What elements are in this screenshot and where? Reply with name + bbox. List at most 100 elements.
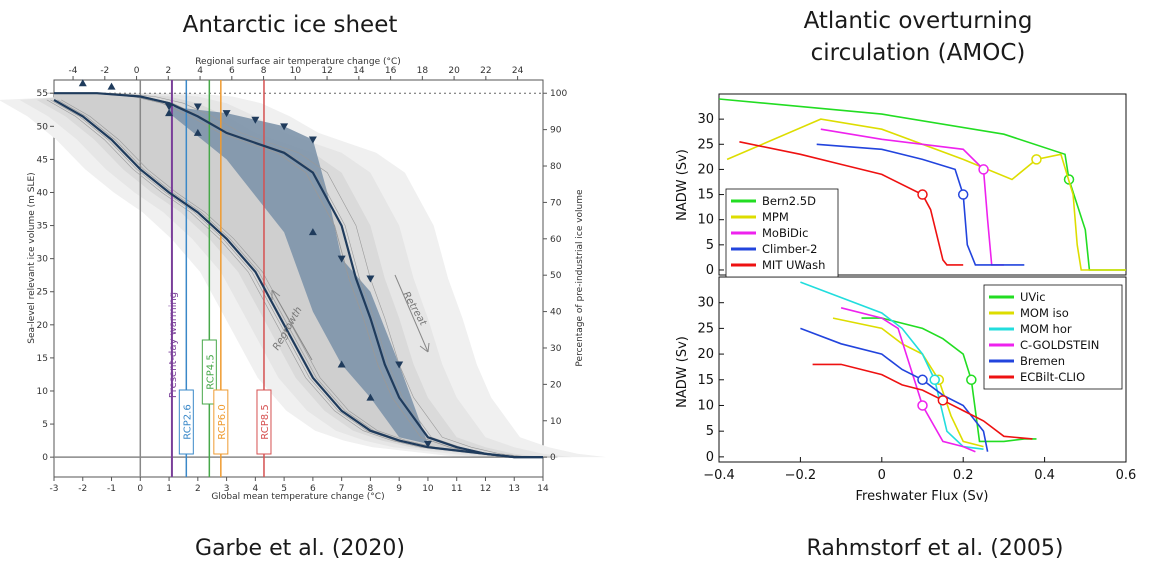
ice-y-tick-45: 45 bbox=[37, 155, 48, 165]
top-y-tick-30: 30 bbox=[697, 112, 714, 127]
amoc-bottom-y-label: NADW (Sv) bbox=[675, 336, 690, 408]
top-marker-MoBiDic bbox=[978, 164, 989, 175]
ice-y2-tick-90: 90 bbox=[550, 126, 562, 136]
ice-x2-tick--4: -4 bbox=[69, 66, 78, 76]
top-y-tick-15: 15 bbox=[697, 188, 714, 203]
marker-up-3 bbox=[193, 128, 202, 136]
ice-x-tick--2: -2 bbox=[78, 484, 87, 494]
ensemble-retreat-1 bbox=[47, 92, 537, 458]
ice-x-tick-5: 5 bbox=[281, 484, 287, 494]
ice-y-tick-20: 20 bbox=[37, 321, 49, 331]
ice-hysteresis-curves bbox=[53, 92, 543, 459]
top-y-tick-0: 0 bbox=[706, 263, 714, 278]
bottom-marker-ECBilt-CLIO bbox=[937, 395, 949, 406]
ice-x2-tick-10: 10 bbox=[290, 66, 302, 76]
scenario-label-RCP8.5: RCP8.5 bbox=[260, 404, 271, 439]
ice-x-tick-0: 0 bbox=[137, 484, 143, 494]
ice-axis-ticks: -3 -2 -1 0 1 2 3 4 5 6 7 8 9 10 11 12 13 14-4 -2 0 2 4 6 8 10 12 1… bbox=[37, 66, 568, 494]
x-tick-0: 0 bbox=[878, 468, 886, 483]
retreat-curve bbox=[54, 92, 543, 459]
ice-y-tick-40: 40 bbox=[37, 188, 49, 198]
bottom-line-UVic bbox=[861, 317, 1037, 443]
left-panel-title: Antarctic ice sheet bbox=[183, 12, 398, 38]
ice-x-tick-9: 9 bbox=[396, 484, 402, 494]
right-panel-title-line1: Atlantic overturning bbox=[804, 8, 1033, 34]
bottom-y-tick-5: 5 bbox=[706, 424, 714, 439]
marker-down-9 bbox=[423, 440, 432, 448]
x-tick-0.2: 0.2 bbox=[953, 468, 974, 483]
ice-y2-tick-70: 70 bbox=[550, 198, 562, 208]
ice-x-tick-8: 8 bbox=[368, 484, 374, 494]
ice-y-tick-25: 25 bbox=[37, 288, 48, 298]
ice-x-tick-10: 10 bbox=[422, 484, 434, 494]
ice-x-tick--1: -1 bbox=[107, 484, 116, 494]
top-y-tick-10: 10 bbox=[697, 213, 714, 228]
top-legend-label-Climber-2: Climber-2 bbox=[762, 242, 817, 256]
marker-down-4 bbox=[280, 123, 289, 131]
ensemble-retreat-3 bbox=[68, 92, 558, 458]
ice-y-tick-55: 55 bbox=[37, 89, 48, 99]
ice-y2-tick-60: 60 bbox=[550, 235, 562, 245]
ice-x2-tick--2: -2 bbox=[100, 66, 109, 76]
bottom-y-tick-25: 25 bbox=[697, 321, 714, 336]
top-marker-MIT UWash bbox=[917, 189, 928, 200]
marker-up-4 bbox=[308, 228, 317, 236]
bottom-line-C-GOLDSTEIN bbox=[840, 307, 976, 453]
amoc-x-axis-label: Freshwater Flux (Sv) bbox=[855, 489, 988, 504]
top-line-Bern2.5D bbox=[718, 98, 1126, 271]
bottom-legend-label-Bremen: Bremen bbox=[1020, 354, 1065, 368]
top-line-MoBiDic bbox=[820, 128, 1004, 266]
ice-x2-tick-4: 4 bbox=[197, 66, 203, 76]
bottom-y-tick-10: 10 bbox=[697, 398, 714, 413]
ice-x-tick-1: 1 bbox=[166, 484, 172, 494]
bottom-legend-box bbox=[983, 284, 1123, 390]
equilibrium-band bbox=[169, 106, 428, 444]
ice-x-tick-11: 11 bbox=[451, 484, 462, 494]
right-panel-title-line2: circulation (AMOC) bbox=[811, 40, 1026, 66]
marker-down-0 bbox=[165, 103, 174, 111]
ice-y2-tick-30: 30 bbox=[550, 344, 562, 354]
ice-x-tick-2: 2 bbox=[195, 484, 201, 494]
ice-x-tick-7: 7 bbox=[339, 484, 345, 494]
ice-x-tick-12: 12 bbox=[480, 484, 491, 494]
ice-x2-tick-16: 16 bbox=[385, 66, 397, 76]
ice-y-tick-30: 30 bbox=[37, 255, 49, 265]
scenario-box-RCP2.6 bbox=[178, 389, 194, 455]
ice-equilibrium-markers bbox=[78, 79, 432, 448]
bottom-legend-label-MOM hor: MOM hor bbox=[1020, 322, 1072, 336]
bottom-legend-label-UVic: UVic bbox=[1020, 290, 1046, 304]
marker-down-7 bbox=[366, 275, 375, 283]
ice-y2-tick-20: 20 bbox=[550, 380, 562, 390]
ice-x-tick-13: 13 bbox=[509, 484, 520, 494]
bottom-line-MOM hor bbox=[800, 281, 984, 450]
ice-y-tick-50: 50 bbox=[37, 122, 49, 132]
ice-y2-tick-10: 10 bbox=[550, 417, 562, 427]
ice-x2-tick-2: 2 bbox=[165, 66, 171, 76]
bottom-line-ECBilt-CLIO bbox=[812, 363, 1033, 440]
left-citation: Garbe et al. (2020) bbox=[195, 536, 405, 561]
ice-x2-tick-0: 0 bbox=[134, 66, 140, 76]
amoc-chart: 0 5 10 15 20 25 30 0 5 10 15 20 25 30 −0.4 −0.2 0 0.2 0.4 0… bbox=[675, 93, 1136, 504]
bottom-y-tick-30: 30 bbox=[697, 296, 714, 311]
top-legend-label-MPM: MPM bbox=[762, 210, 789, 224]
bottom-marker-MOM hor bbox=[929, 374, 940, 386]
marker-down-3 bbox=[251, 116, 260, 124]
top-y-tick-20: 20 bbox=[697, 162, 714, 177]
ice-y2-tick-50: 50 bbox=[550, 271, 562, 281]
ice-y-tick-10: 10 bbox=[37, 387, 49, 397]
amoc-top-y-label: NADW (Sv) bbox=[675, 149, 690, 221]
top-marker-Climber-2 bbox=[957, 189, 969, 200]
bottom-marker-C-GOLDSTEIN bbox=[917, 400, 928, 411]
bottom-y-tick-20: 20 bbox=[697, 347, 714, 362]
ice-x2-tick-18: 18 bbox=[417, 66, 429, 76]
top-legend-label-MIT UWash: MIT UWash bbox=[762, 258, 825, 272]
ice-x-tick-6: 6 bbox=[310, 484, 316, 494]
bottom-line-MOM iso bbox=[832, 317, 984, 448]
ice-y-axis-label: Sea-level relevant ice volume (m SLE) bbox=[27, 172, 37, 343]
ice-y-tick-15: 15 bbox=[37, 354, 48, 364]
scenario-box-RCP8.5 bbox=[256, 389, 272, 455]
marker-up-6 bbox=[366, 393, 375, 401]
top-legend-label-Bern2.5D: Bern2.5D bbox=[762, 194, 816, 208]
